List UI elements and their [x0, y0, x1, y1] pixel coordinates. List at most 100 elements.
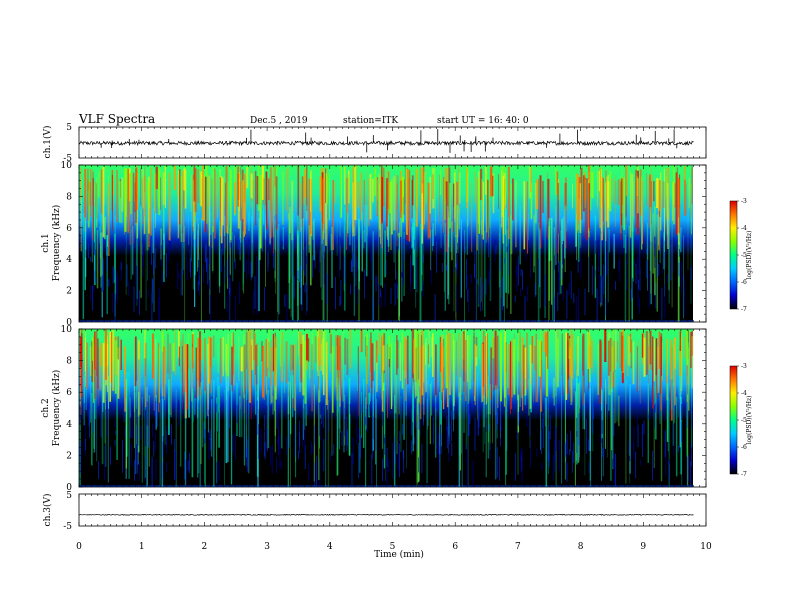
spectrogram-streak: [670, 339, 673, 380]
spectrogram-streak: [108, 375, 109, 409]
spectrogram-speckle: [519, 407, 520, 423]
spectrogram-speckle: [633, 443, 634, 450]
spectrogram-speckle: [314, 463, 316, 487]
spectrogram-streak: [197, 334, 199, 378]
spectrogram-streak: [383, 345, 385, 371]
spectrogram-streak: [503, 215, 505, 322]
spectrogram-streak: [368, 392, 370, 418]
spectrogram-speckle: [665, 250, 666, 267]
spectrogram-speckle: [223, 266, 225, 284]
spectrogram-streak: [607, 340, 610, 376]
spectrogram-streak: [322, 231, 324, 322]
spectrogram-streak: [255, 384, 257, 415]
spectrogram-streak: [132, 226, 134, 275]
spectrogram-streak: [274, 386, 276, 453]
spectrogram-streak: [455, 235, 457, 322]
spectrogram-streak: [365, 336, 367, 357]
spectrogram-streak: [230, 206, 231, 276]
spectrogram-streak: [674, 183, 676, 208]
spectrogram-streak: [490, 166, 493, 197]
spectrogram-speckle: [343, 254, 345, 279]
spectrogram-streak: [498, 174, 499, 209]
spectrogram-speckle: [569, 449, 571, 456]
spectrogram-streak: [561, 219, 563, 286]
spectrogram-streak: [659, 394, 661, 424]
spectrogram-streak: [198, 223, 199, 260]
spectrogram-streak: [588, 335, 591, 382]
spectrogram-speckle: [443, 246, 445, 261]
spectrogram-streak: [625, 165, 628, 196]
colorbar-tick-label: -7: [741, 471, 747, 478]
spectrogram-streak: [126, 169, 128, 199]
spectrogram-streak: [449, 379, 450, 396]
spectrogram-speckle: [286, 437, 287, 455]
spectrogram-streak: [635, 182, 637, 211]
spectrogram-streak: [666, 182, 669, 249]
spectrogram-streak: [460, 219, 462, 298]
spectrogram-streak: [419, 166, 421, 216]
spectrogram-streak: [531, 336, 533, 364]
spectrogram-streak: [530, 168, 532, 192]
spectrogram-streak: [421, 167, 423, 194]
spectrogram-streak: [405, 372, 407, 416]
spectrogram-streak: [570, 343, 572, 391]
spectrogram-speckle: [162, 435, 164, 458]
spectrogram-streak: [344, 337, 347, 365]
spectrogram-streak: [480, 168, 483, 201]
spectrogram-speckle: [151, 292, 153, 322]
spectrogram-streak: [188, 368, 190, 418]
spectrogram-speckle: [360, 435, 361, 459]
spectrogram-speckle: [258, 424, 259, 459]
spectrogram-streak: [330, 330, 331, 373]
spectrogram-streak: [96, 330, 98, 397]
spectrogram-streak: [604, 216, 605, 262]
spectrogram-speckle: [475, 275, 476, 295]
spectrogram-streak: [104, 329, 107, 380]
spectrogram-streak: [290, 375, 292, 435]
spectrogram-streak: [91, 392, 93, 466]
spectrogram-streak: [220, 338, 222, 384]
spectrogram-speckle: [135, 408, 137, 425]
spectrogram-streak: [397, 340, 399, 369]
spectrogram-speckle: [206, 408, 208, 418]
spectrogram-streak: [666, 176, 667, 218]
spectrogram-speckle: [566, 290, 568, 319]
spectrogram-streak: [306, 334, 309, 361]
spectrogram-streak: [211, 179, 213, 248]
spectrogram-speckle: [520, 447, 522, 473]
spectrogram-speckle: [416, 257, 418, 290]
spectrogram-streak: [690, 332, 692, 369]
spectrogram-speckle: [235, 295, 237, 322]
spectrogram-streak: [184, 392, 187, 487]
spectrogram-speckle: [152, 279, 154, 304]
spectrogram-streak: [651, 175, 653, 205]
spectrogram-streak: [182, 180, 185, 242]
spectrogram-streak: [92, 178, 94, 241]
spectrogram-streak: [601, 389, 603, 439]
spectrogram-streak: [213, 388, 215, 432]
spectrogram-streak: [481, 178, 483, 235]
spectrogram-streak: [587, 180, 589, 233]
spectrogram-streak: [343, 381, 345, 453]
spectrogram-streak: [557, 183, 559, 254]
spectrogram-speckle: [346, 416, 348, 452]
frequency-tick-label: 8: [66, 357, 72, 367]
spectrogram-speckle: [438, 433, 439, 455]
spectrogram-speckle: [187, 460, 189, 471]
spectrogram-streak: [173, 165, 176, 190]
spectrogram-streak: [568, 338, 571, 359]
spectrogram-streak: [319, 329, 322, 366]
spectrogram-streak: [586, 178, 588, 241]
spectrogram-streak: [660, 172, 662, 231]
spectrogram-speckle: [333, 444, 335, 455]
spectrogram-streak: [314, 336, 317, 363]
spectrogram-speckle: [576, 431, 578, 437]
colorbar-tick-label: -6: [741, 444, 747, 451]
spectrogram-streak: [338, 385, 340, 413]
spectrogram-streak: [450, 230, 452, 252]
spectrogram-speckle: [474, 401, 476, 407]
spectrogram-speckle: [555, 403, 557, 417]
spectrogram-speckle: [88, 243, 90, 259]
spectrogram-speckle: [257, 283, 258, 315]
spectrogram-streak: [565, 177, 567, 211]
